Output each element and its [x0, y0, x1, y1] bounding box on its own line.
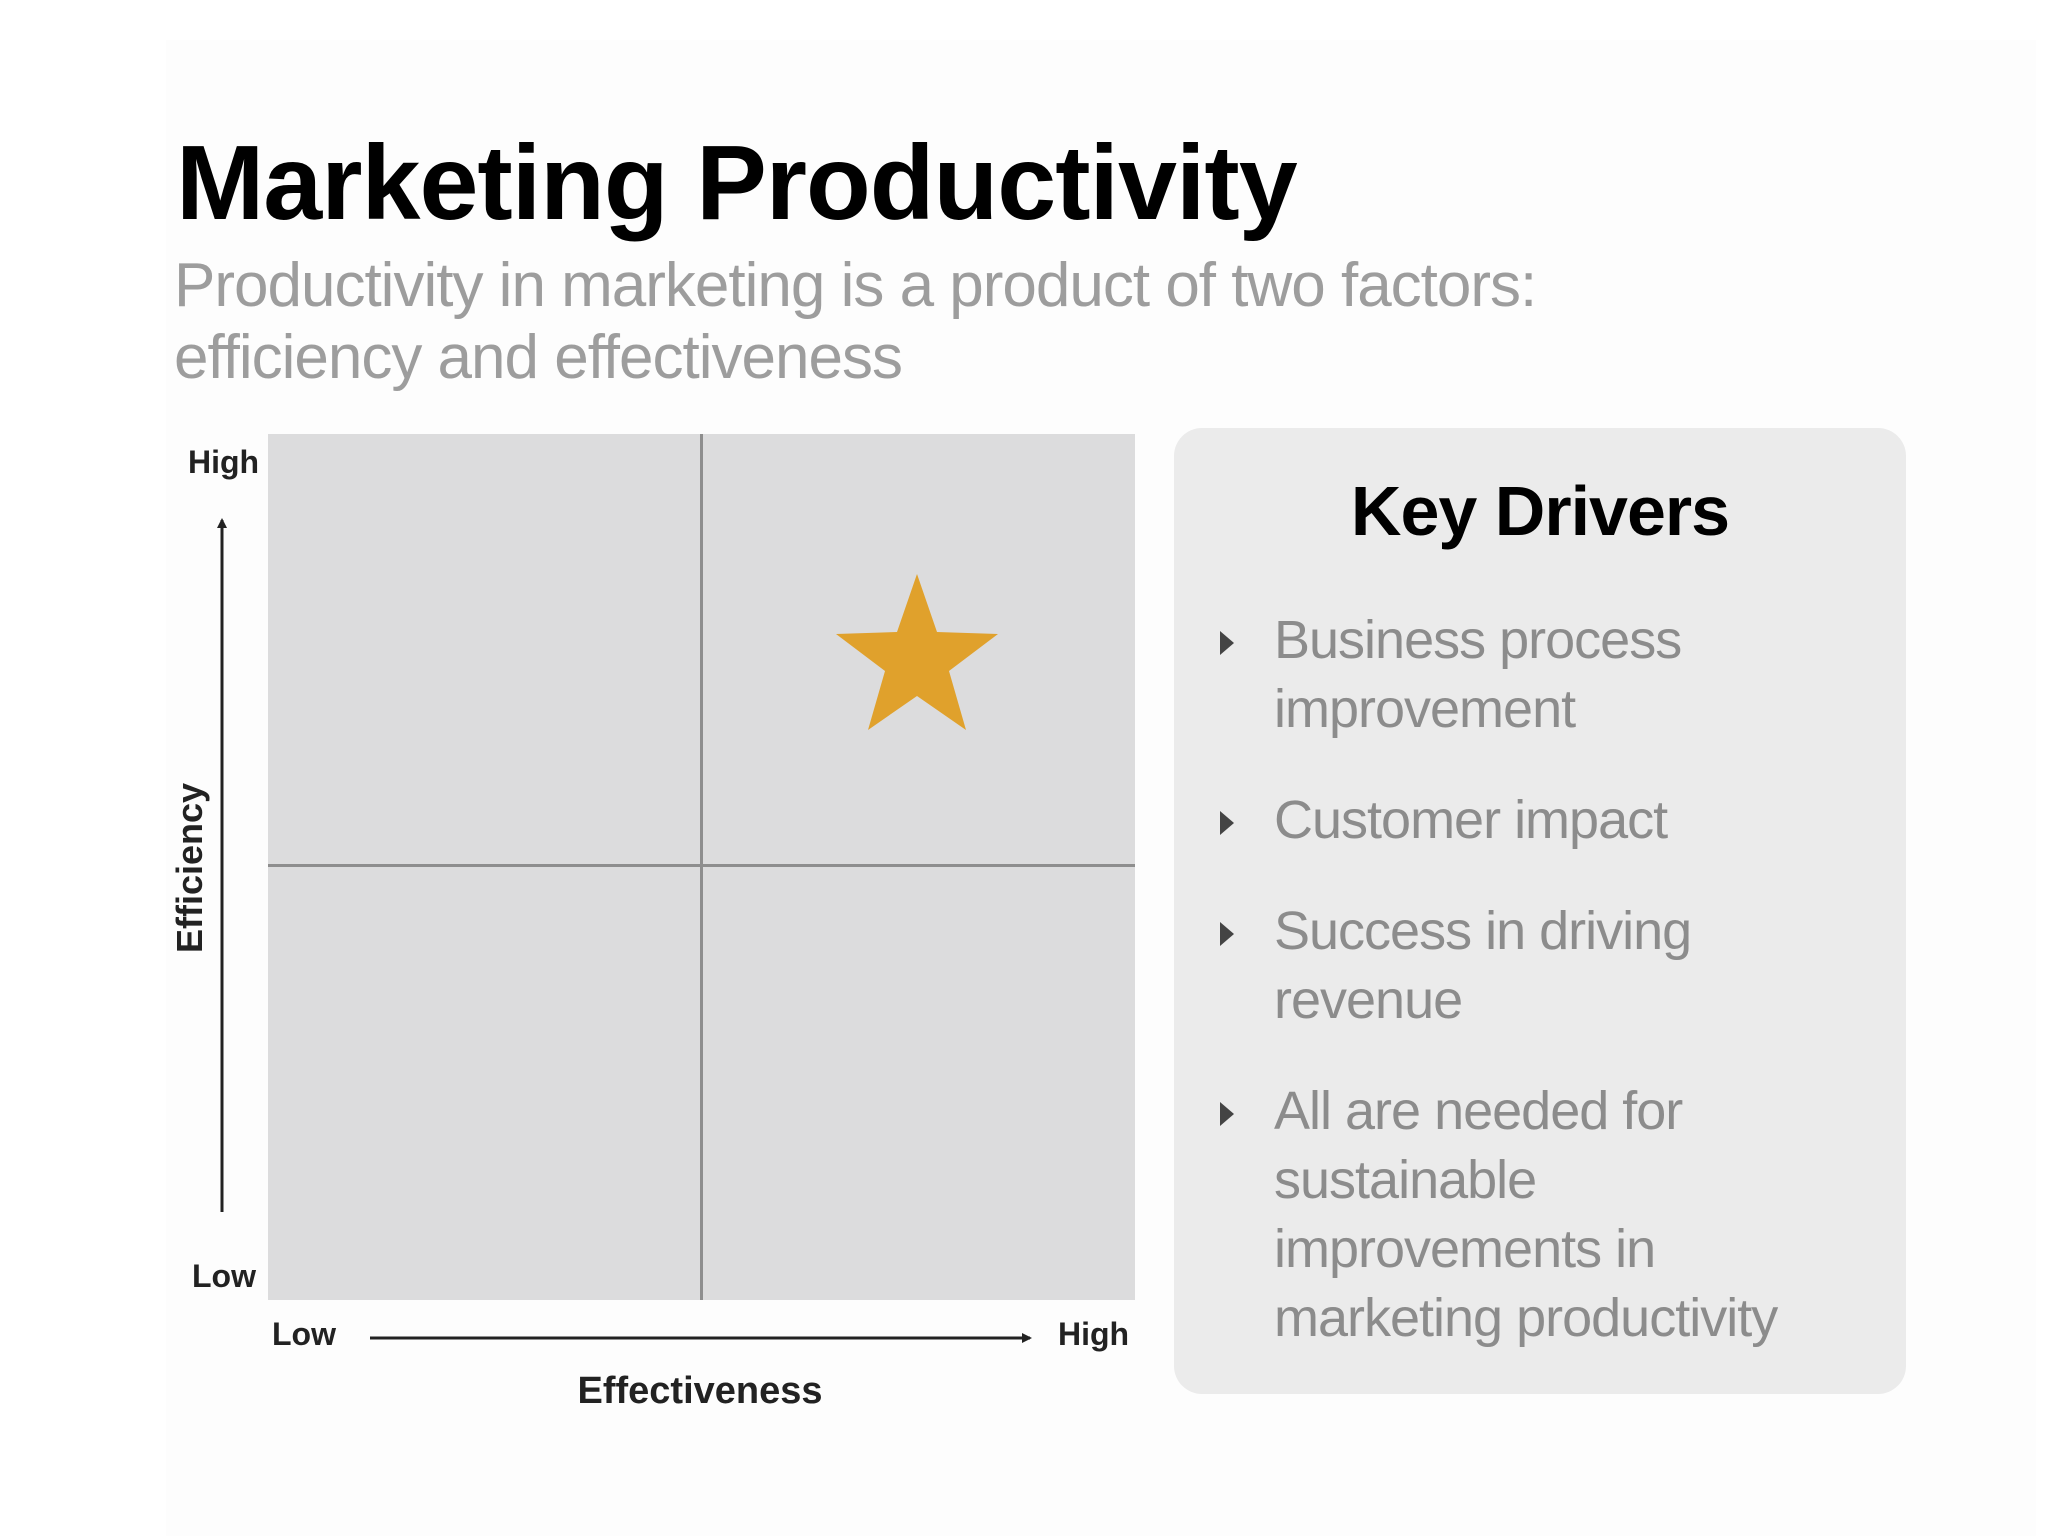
list-item: All are needed for sustainable improveme…: [1214, 1077, 1874, 1353]
page-title: Marketing Productivity: [176, 124, 1298, 242]
key-drivers-heading: Key Drivers: [1350, 472, 1730, 550]
y-axis-title: Efficiency: [169, 782, 210, 954]
key-drivers-list: Business process improvement Customer im…: [1214, 606, 1874, 1353]
horizontal-divider: [268, 864, 1135, 867]
list-item: Business process improvement: [1214, 606, 1874, 744]
star-icon: [836, 574, 998, 730]
x-axis-low-label: Low: [272, 1316, 336, 1352]
x-axis-title: Effectiveness: [577, 1370, 823, 1412]
y-axis-high-label: High: [188, 444, 260, 480]
driver-label: Business process improvement: [1274, 610, 1682, 739]
list-item: Success in driving revenue: [1214, 897, 1874, 1035]
y-axis-low-label: Low: [192, 1258, 256, 1294]
vertical-divider: [700, 434, 703, 1300]
bullet-triangle-icon: [1220, 1102, 1234, 1126]
driver-label: Success in driving revenue: [1274, 901, 1692, 1030]
driver-label: All are needed for sustainable improveme…: [1274, 1081, 1778, 1348]
productivity-matrix: [268, 434, 1135, 1300]
key-drivers-panel: [1174, 428, 1906, 1394]
bullet-triangle-icon: [1220, 631, 1234, 655]
bullet-triangle-icon: [1220, 922, 1234, 946]
bullet-triangle-icon: [1220, 811, 1234, 835]
driver-label: Customer impact: [1274, 790, 1668, 850]
page-subtitle: Productivity in marketing is a product o…: [174, 251, 1537, 392]
key-drivers-content: Key Drivers Business process improvement…: [1174, 0, 1906, 1400]
list-item: Customer impact: [1214, 786, 1874, 855]
x-axis-high-label: High: [1058, 1316, 1130, 1352]
